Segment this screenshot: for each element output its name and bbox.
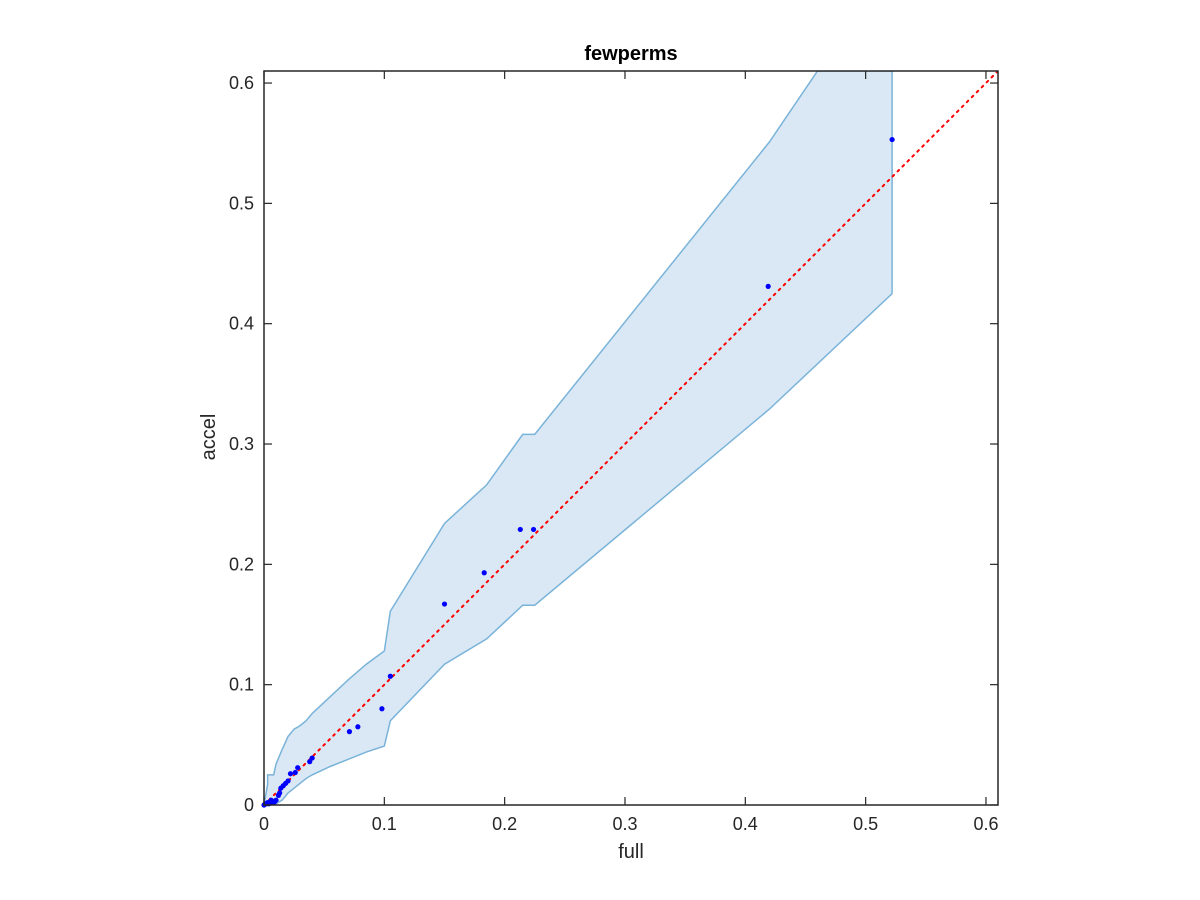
x-axis-label: full xyxy=(618,841,644,863)
data-point xyxy=(346,729,353,735)
confidence-band-layer xyxy=(264,71,893,805)
x-tick-label: 0.4 xyxy=(733,814,758,834)
data-point xyxy=(889,136,895,143)
data-point xyxy=(387,673,393,679)
data-point xyxy=(273,797,279,803)
y-tick-label: 0.5 xyxy=(229,193,254,213)
x-tick-label: 0.2 xyxy=(492,814,517,834)
data-point xyxy=(287,771,294,777)
confidence-band-upper-edge xyxy=(264,71,893,805)
data-point xyxy=(481,570,487,576)
data-point xyxy=(309,755,315,761)
y-tick-label: 0.6 xyxy=(229,73,254,93)
y-tick-label: 0.4 xyxy=(229,314,254,334)
identity-reference-line xyxy=(264,71,998,805)
data-point xyxy=(379,706,385,712)
data-point xyxy=(530,526,537,533)
data-points-layer xyxy=(261,136,895,808)
data-point xyxy=(292,769,298,776)
x-tick-label: 0 xyxy=(259,814,269,834)
y-axis-label: accel xyxy=(198,414,220,461)
data-point xyxy=(441,601,448,607)
data-point xyxy=(277,790,283,796)
y-tick-label: 0.3 xyxy=(229,434,254,454)
data-point xyxy=(295,765,301,771)
chart-title: fewperms xyxy=(584,43,677,65)
y-tick-label: 0.2 xyxy=(229,554,254,574)
confidence-band-lower-edge xyxy=(264,293,893,805)
data-point xyxy=(517,526,523,533)
confidence-band-fill xyxy=(264,71,893,805)
plot-box xyxy=(263,70,999,806)
x-tick-label: 0.3 xyxy=(612,814,637,834)
ticks-layer: 0 0.1 0.2 0.3 0.4 0.5 0.6 0 0.1 0.2 0.3 0.4 0.5 0.6 xyxy=(229,71,998,834)
y-tick-label: 0.1 xyxy=(229,675,254,695)
data-point xyxy=(765,283,771,289)
axes-layer xyxy=(263,70,999,806)
y-tick-label: 0 xyxy=(244,795,254,815)
data-point xyxy=(355,724,361,730)
data-point xyxy=(285,778,291,784)
x-tick-label: 0.1 xyxy=(372,814,397,834)
reference-line-layer xyxy=(264,71,998,805)
x-tick-label: 0.5 xyxy=(853,814,878,834)
x-tick-label: 0.6 xyxy=(973,814,998,834)
